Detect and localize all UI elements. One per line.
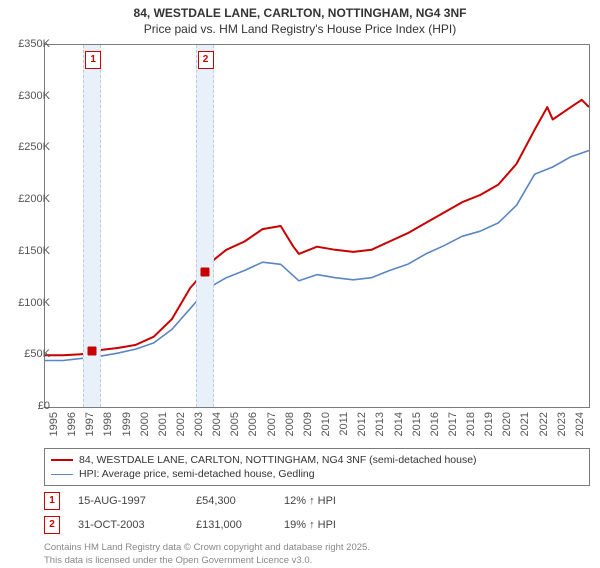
legend: 84, WESTDALE LANE, CARLTON, NOTTINGHAM, … (44, 448, 590, 486)
footer-line-1: Contains HM Land Registry data © Crown c… (44, 542, 590, 555)
x-axis-label: 2019 (483, 412, 495, 436)
legend-label: 84, WESTDALE LANE, CARLTON, NOTTINGHAM, … (79, 454, 477, 466)
x-axis-label: 2015 (411, 412, 423, 436)
chart-svg (45, 45, 589, 407)
sale-row-marker: 2 (44, 516, 60, 534)
x-axis-label: 2013 (374, 412, 386, 436)
y-axis-label: £150K (18, 245, 50, 257)
sale-row-date: 31-OCT-2003 (78, 519, 178, 531)
footer: Contains HM Land Registry data © Crown c… (44, 542, 590, 568)
y-axis-label: £300K (18, 90, 50, 102)
sale-marker-dot (200, 267, 209, 276)
y-axis-label: £200K (18, 193, 50, 205)
x-axis-label: 2016 (429, 412, 441, 436)
y-axis-label: £0 (38, 400, 50, 412)
legend-swatch (51, 474, 73, 475)
x-axis-label: 2009 (302, 412, 314, 436)
x-axis-label: 2005 (229, 412, 241, 436)
sale-row-date: 15-AUG-1997 (78, 495, 178, 507)
series-hpi (45, 151, 589, 361)
legend-row: 84, WESTDALE LANE, CARLTON, NOTTINGHAM, … (51, 453, 583, 467)
sale-row-delta: 12% ↑ HPI (284, 495, 336, 507)
series-property (45, 100, 589, 355)
sale-marker-dot (88, 346, 97, 355)
x-axis-label: 1997 (84, 412, 96, 436)
page: 84, WESTDALE LANE, CARLTON, NOTTINGHAM, … (0, 0, 600, 560)
sale-row-price: £131,000 (196, 519, 266, 531)
x-axis-label: 2021 (519, 412, 531, 436)
x-axis-label: 2001 (157, 412, 169, 436)
x-axis-label: 2014 (393, 412, 405, 436)
x-axis-label: 2010 (320, 412, 332, 436)
x-axis-label: 2018 (465, 412, 477, 436)
sale-row-price: £54,300 (196, 495, 266, 507)
legend-swatch (51, 459, 73, 461)
x-axis-label: 2020 (501, 412, 513, 436)
y-axis-label: £50K (24, 348, 50, 360)
sale-marker-box: 2 (198, 51, 214, 69)
legend-label: HPI: Average price, semi-detached house,… (79, 468, 315, 480)
y-axis-label: £100K (18, 297, 50, 309)
x-axis-label: 2011 (338, 412, 350, 436)
x-axis-label: 1998 (102, 412, 114, 436)
x-axis-label: 2003 (193, 412, 205, 436)
sale-row-marker: 1 (44, 492, 60, 510)
sale-row: 2 31-OCT-2003 £131,000 19% ↑ HPI (44, 516, 590, 534)
sale-band (196, 45, 214, 407)
x-axis-label: 2007 (266, 412, 278, 436)
x-axis-label: 2002 (175, 412, 187, 436)
sales-list: 1 15-AUG-1997 £54,300 12% ↑ HPI 2 31-OCT-2003… (44, 492, 590, 534)
legend-row: HPI: Average price, semi-detached house,… (51, 467, 583, 481)
x-axis-label: 2008 (284, 412, 296, 436)
y-axis-label: £350K (18, 38, 50, 50)
x-axis-label: 2023 (556, 412, 568, 436)
below-chart: 84, WESTDALE LANE, CARLTON, NOTTINGHAM, … (44, 448, 590, 568)
x-axis-label: 2012 (356, 412, 368, 436)
x-axis-label: 2024 (574, 412, 586, 436)
sale-row: 1 15-AUG-1997 £54,300 12% ↑ HPI (44, 492, 590, 510)
x-axis-label: 2006 (247, 412, 259, 436)
x-axis-label: 2004 (211, 412, 223, 436)
title-sub: Price paid vs. HM Land Registry's House … (0, 22, 600, 36)
x-axis-label: 1999 (121, 412, 133, 436)
footer-line-2: This data is licensed under the Open Gov… (44, 555, 590, 568)
titles: 84, WESTDALE LANE, CARLTON, NOTTINGHAM, … (0, 0, 600, 38)
x-axis-label: 1996 (66, 412, 78, 436)
sale-row-delta: 19% ↑ HPI (284, 519, 336, 531)
sale-marker-box: 1 (85, 51, 101, 69)
title-main: 84, WESTDALE LANE, CARLTON, NOTTINGHAM, … (0, 6, 600, 20)
x-axis-label: 2017 (447, 412, 459, 436)
x-axis-label: 2000 (139, 412, 151, 436)
y-axis-label: £250K (18, 141, 50, 153)
x-axis-label: 1995 (48, 412, 60, 436)
x-axis-label: 2022 (538, 412, 550, 436)
chart-plot-area: 12 (44, 44, 590, 408)
